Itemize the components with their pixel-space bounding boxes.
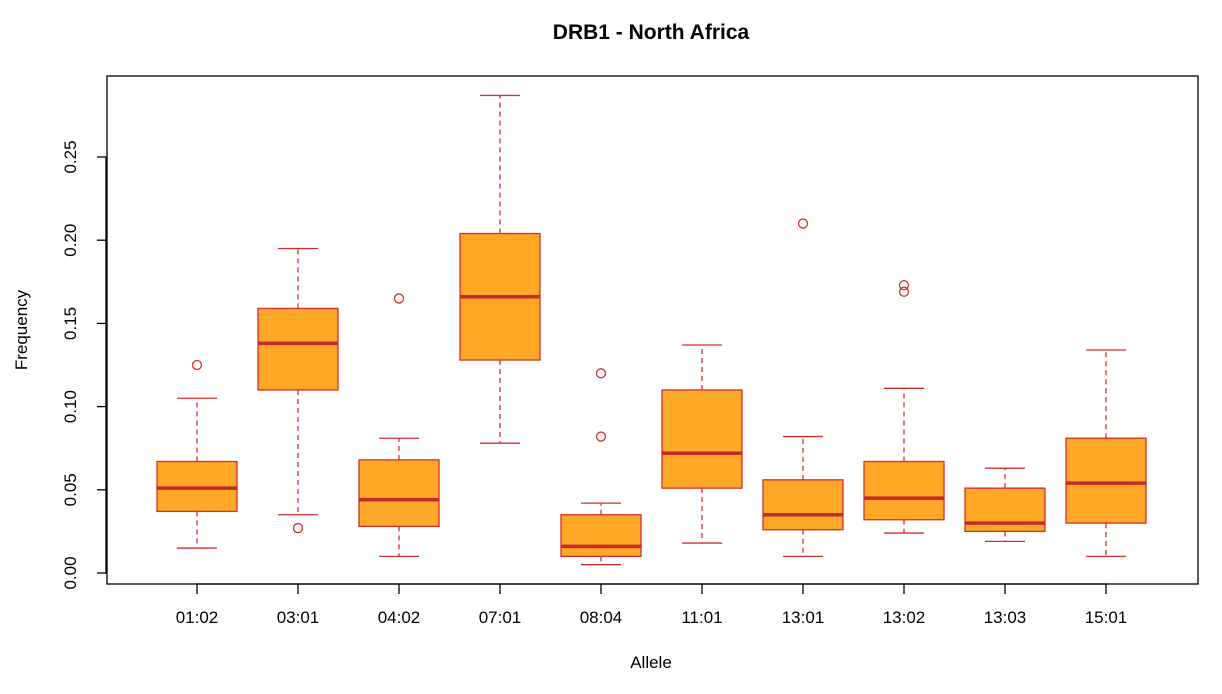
chart-title: DRB1 - North Africa bbox=[553, 21, 750, 44]
box-11-01 bbox=[661, 344, 743, 544]
box-iqr bbox=[257, 307, 339, 391]
box-03-01 bbox=[257, 247, 339, 534]
x-tick-label: 13:01 bbox=[782, 608, 825, 627]
box-13-02 bbox=[863, 279, 945, 534]
box-15-01 bbox=[1065, 349, 1147, 558]
box-07-01 bbox=[459, 94, 541, 444]
box-01-02 bbox=[156, 359, 238, 549]
outlier-point bbox=[898, 286, 910, 297]
y-tick-label: 0.20 bbox=[61, 224, 80, 257]
outlier-point bbox=[292, 522, 304, 534]
box-iqr bbox=[358, 459, 440, 528]
box-iqr bbox=[762, 479, 844, 531]
box-13-01 bbox=[762, 218, 844, 558]
outlier-point bbox=[797, 218, 809, 229]
y-tick-label: 0.25 bbox=[61, 140, 80, 173]
box-08-04 bbox=[560, 368, 642, 566]
x-tick-label: 13:03 bbox=[984, 608, 1027, 627]
y-axis: 0.00 0.05 0.10 0.15 0.20 0.25 bbox=[61, 140, 107, 590]
y-tick-label: 0.15 bbox=[61, 307, 80, 340]
outlier-point bbox=[393, 293, 405, 304]
box-iqr bbox=[964, 487, 1046, 533]
box-04-02 bbox=[358, 293, 440, 558]
box-iqr bbox=[661, 389, 743, 489]
x-tick-label: 08:04 bbox=[580, 608, 623, 627]
box-13-03 bbox=[964, 467, 1046, 543]
box-iqr bbox=[863, 460, 945, 521]
x-tick-label: 04:02 bbox=[378, 608, 421, 627]
y-tick-label: 0.00 bbox=[61, 556, 80, 589]
outlier-point bbox=[191, 359, 203, 371]
boxes-layer bbox=[156, 94, 1147, 566]
x-tick-label: 11:01 bbox=[681, 608, 722, 627]
x-tick-label: 03:01 bbox=[277, 608, 320, 627]
box-iqr bbox=[1065, 437, 1147, 524]
x-tick-label: 13:02 bbox=[883, 608, 926, 627]
x-tick-label: 15:01 bbox=[1085, 608, 1128, 627]
x-tick-label: 01:02 bbox=[176, 608, 219, 627]
y-axis-label: Frequency bbox=[12, 289, 31, 370]
outlier-point bbox=[595, 431, 607, 442]
y-tick-label: 0.05 bbox=[61, 473, 80, 506]
box-iqr bbox=[560, 514, 642, 558]
x-tick-label: 07:01 bbox=[479, 608, 522, 627]
x-axis: 01:02 03:01 04:02 07:01 08:04 11:01 13:01 13:02… bbox=[176, 583, 1128, 627]
outlier-point bbox=[595, 368, 607, 379]
x-axis-label: Allele bbox=[630, 653, 672, 672]
outlier-point bbox=[898, 279, 910, 291]
y-tick-label: 0.10 bbox=[61, 390, 80, 423]
